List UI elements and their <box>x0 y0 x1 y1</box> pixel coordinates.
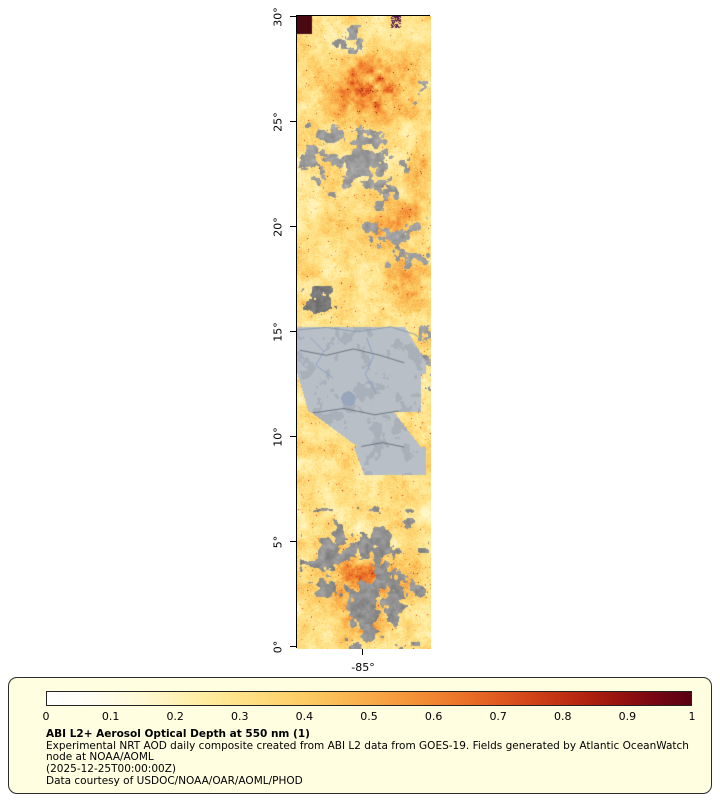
colorbar-tick-label: 0.2 <box>166 710 184 723</box>
legend-panel: 0 0.1 0.2 0.3 0.4 0.5 0.6 0.7 0.8 0.9 1 ABI L2+ Ae… <box>8 677 712 794</box>
legend-credit: Data courtesy of USDOC/NOAA/OAR/AOML/PHO… <box>46 774 303 787</box>
latitude-tick-label: 25° <box>271 111 285 132</box>
colorbar <box>46 691 692 706</box>
colorbar-tick-label: 0.5 <box>360 710 378 723</box>
colorbar-tick-label: 0 <box>42 710 50 723</box>
latitude-tick-label: 15° <box>271 321 285 342</box>
map-frame <box>296 15 431 649</box>
colorbar-tick-label: 0.4 <box>295 710 314 723</box>
latitude-tick-label: 30° <box>271 6 285 27</box>
longitude-tick-label: -85° <box>351 661 375 674</box>
latitude-tick-label: 0° <box>271 640 285 653</box>
colorbar-tick-label: 0.8 <box>554 710 572 723</box>
latitude-tick-label: 20° <box>271 216 285 237</box>
aod-raster-map <box>297 16 431 649</box>
latitude-tick-label: 10° <box>271 426 285 447</box>
colorbar-tick-label: 0.9 <box>618 710 637 723</box>
legend-description: Experimental NRT AOD daily composite cre… <box>46 739 689 764</box>
colorbar-tick-labels: 0 0.1 0.2 0.3 0.4 0.5 0.6 0.7 0.8 0.9 1 <box>42 710 696 724</box>
colorbar-tick-label: 0.1 <box>101 710 120 723</box>
legend-text-block: ABI L2+ Aerosol Optical Depth at 550 nm … <box>46 728 696 788</box>
colorbar-tick-label: 0.3 <box>231 710 249 723</box>
latitude-tick-label: 5° <box>271 535 285 548</box>
colorbar-tick-label: 1 <box>688 710 696 723</box>
colorbar-tick-label: 0.7 <box>489 710 507 723</box>
colorbar-tick-label: 0.6 <box>424 710 443 723</box>
legend-timestamp: (2025-12-25T00:00:00Z) <box>46 763 176 776</box>
legend-title: ABI L2+ Aerosol Optical Depth at 550 nm … <box>46 728 310 740</box>
longitude-tick <box>362 649 363 655</box>
